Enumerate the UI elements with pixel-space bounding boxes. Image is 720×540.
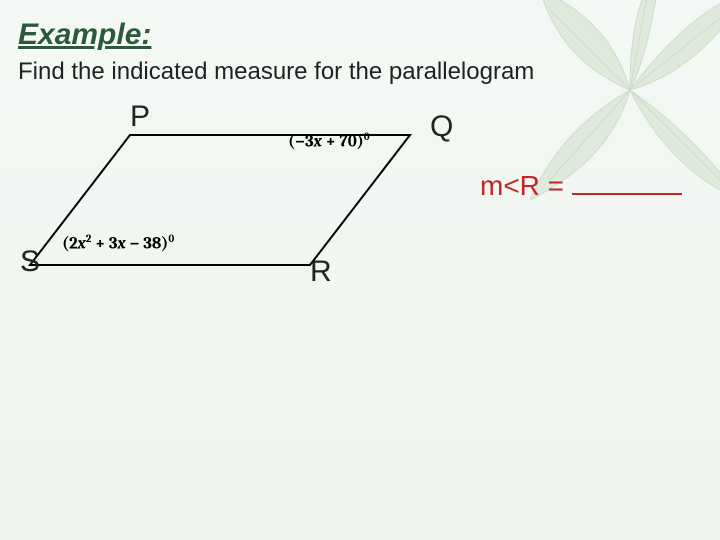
- parallelogram-diagram: [30, 95, 460, 315]
- vertex-label-q: Q: [430, 110, 453, 144]
- answer-prompt: m<R =: [480, 170, 682, 202]
- expression-angle-q: (−3x + 70)0: [288, 130, 370, 152]
- vertex-label-r: R: [310, 255, 332, 289]
- vertex-label-p: P: [130, 100, 150, 134]
- answer-blank: [572, 193, 682, 195]
- subheading-instruction: Find the indicated measure for the paral…: [18, 58, 534, 86]
- vertex-label-s: S: [20, 245, 40, 279]
- heading-example: Example:: [18, 18, 151, 52]
- answer-label: m<R =: [480, 170, 572, 201]
- expression-angle-s: (2x2 + 3x − 38)0: [62, 232, 174, 254]
